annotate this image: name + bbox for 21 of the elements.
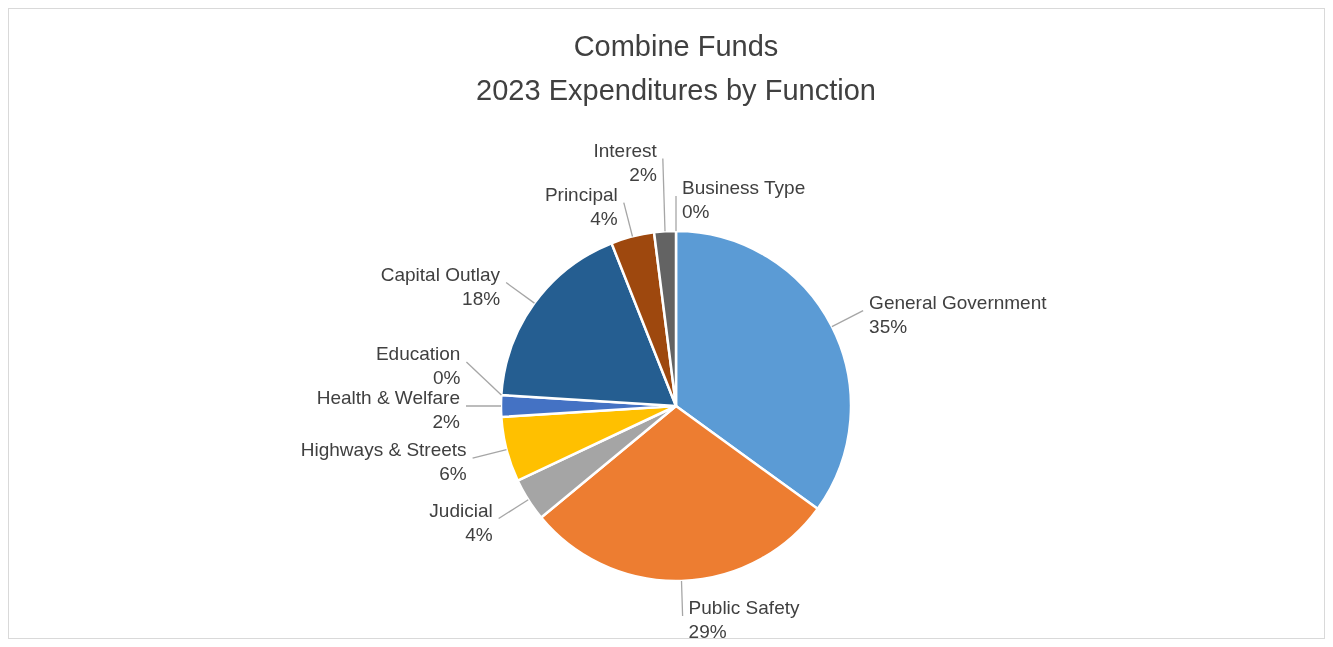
slice-label: Judicial: [429, 499, 493, 521]
category-label: Education: [375, 343, 461, 364]
data-label: 6%: [439, 463, 467, 485]
slice-label: Interest: [593, 139, 658, 161]
data-label: 18%: [462, 287, 501, 309]
slice-label: Principal: [544, 183, 618, 205]
text: 0%: [682, 201, 710, 222]
slice-label: Highways & Streets: [300, 439, 467, 461]
slice-label: Health & Welfare: [316, 387, 460, 408]
slice-label: Capital Outlay: [380, 263, 501, 285]
data-label: 35%: [869, 315, 908, 337]
slice-label: General Government: [869, 291, 1048, 313]
category-label: Business Type: [682, 177, 806, 198]
data-label: 4%: [590, 207, 618, 229]
data-label: 2%: [629, 163, 657, 185]
text: 0%: [432, 367, 461, 388]
data-label: 2%: [432, 411, 461, 432]
data-label: 4%: [465, 523, 493, 545]
chart-title: Combine Funds 2023 Expenditures by Function: [476, 30, 876, 106]
slice-label: Public Safety: [688, 596, 800, 618]
data-label: 29%: [688, 620, 727, 642]
